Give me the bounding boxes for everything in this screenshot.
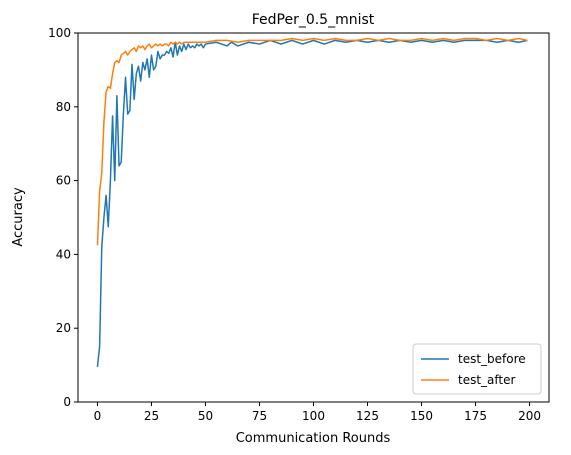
y-tick-label: 80 xyxy=(56,100,71,114)
y-axis-label: Accuracy xyxy=(11,187,26,247)
chart-title: FedPer_0.5_mnist xyxy=(252,12,375,28)
series-line-test-before xyxy=(96,39,528,368)
y-tick-label: 20 xyxy=(56,321,71,335)
y-axis: 0 20 40 60 80 100 xyxy=(48,26,78,409)
x-axis-label: Communication Rounds xyxy=(236,431,391,446)
x-tick-label: 150 xyxy=(410,409,433,423)
x-tick-label: 50 xyxy=(198,409,213,423)
legend-label: test_after xyxy=(458,373,516,387)
legend: test_before test_after xyxy=(412,343,542,395)
series-layer xyxy=(96,37,528,368)
y-tick-label: 100 xyxy=(48,26,71,40)
x-tick-label: 75 xyxy=(252,409,267,423)
series-line-test-after xyxy=(96,37,528,246)
y-tick-label: 40 xyxy=(56,247,71,261)
y-tick-label: 60 xyxy=(56,174,71,188)
legend-box xyxy=(412,343,542,395)
x-tick-label: 200 xyxy=(518,409,541,423)
x-tick-label: 25 xyxy=(144,409,159,423)
x-tick-label: 125 xyxy=(356,409,379,423)
x-tick-label: 100 xyxy=(302,409,325,423)
legend-label: test_before xyxy=(458,352,526,366)
x-axis: 0 25 50 75 100 125 150 175 200 xyxy=(94,402,541,423)
y-tick-label: 0 xyxy=(63,395,71,409)
x-tick-label: 0 xyxy=(94,409,102,423)
x-tick-label: 175 xyxy=(464,409,487,423)
